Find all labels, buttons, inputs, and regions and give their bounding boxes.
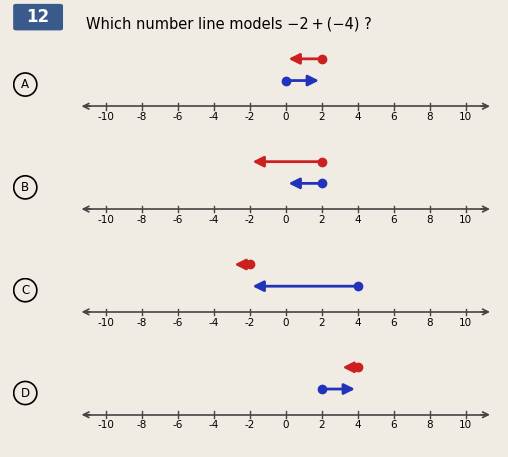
Text: 2: 2	[319, 112, 325, 122]
Text: Which number line models −2 + (−4) ?: Which number line models −2 + (−4) ?	[86, 17, 372, 32]
Text: A: A	[21, 78, 29, 91]
Text: 8: 8	[426, 215, 433, 225]
Text: -2: -2	[244, 112, 255, 122]
Text: 6: 6	[391, 318, 397, 328]
Text: 8: 8	[426, 112, 433, 122]
Text: 12: 12	[26, 8, 50, 26]
Text: 0: 0	[282, 318, 289, 328]
Text: -6: -6	[173, 318, 183, 328]
Text: -4: -4	[209, 318, 219, 328]
Text: 2: 2	[319, 318, 325, 328]
Text: 4: 4	[355, 318, 361, 328]
Text: -6: -6	[173, 112, 183, 122]
Text: -8: -8	[137, 420, 147, 430]
Text: C: C	[21, 284, 29, 297]
Text: -4: -4	[209, 420, 219, 430]
Text: B: B	[21, 181, 29, 194]
Text: -6: -6	[173, 215, 183, 225]
Text: -10: -10	[98, 318, 114, 328]
Text: 2: 2	[319, 215, 325, 225]
Text: 0: 0	[282, 112, 289, 122]
Text: 10: 10	[459, 318, 472, 328]
Text: 4: 4	[355, 420, 361, 430]
Text: 2: 2	[319, 420, 325, 430]
Text: -8: -8	[137, 215, 147, 225]
Text: -2: -2	[244, 215, 255, 225]
Text: 10: 10	[459, 420, 472, 430]
Text: 0: 0	[282, 215, 289, 225]
Text: -10: -10	[98, 420, 114, 430]
Text: -6: -6	[173, 420, 183, 430]
Text: -4: -4	[209, 215, 219, 225]
Text: 6: 6	[391, 420, 397, 430]
Text: -10: -10	[98, 215, 114, 225]
Text: -10: -10	[98, 112, 114, 122]
Text: 10: 10	[459, 112, 472, 122]
Text: -2: -2	[244, 318, 255, 328]
Text: 6: 6	[391, 112, 397, 122]
Text: -4: -4	[209, 112, 219, 122]
Text: 0: 0	[282, 420, 289, 430]
Text: -2: -2	[244, 420, 255, 430]
Text: -8: -8	[137, 318, 147, 328]
FancyBboxPatch shape	[14, 5, 62, 30]
Text: 6: 6	[391, 215, 397, 225]
Text: 10: 10	[459, 215, 472, 225]
Text: 4: 4	[355, 215, 361, 225]
Text: 8: 8	[426, 318, 433, 328]
Text: -8: -8	[137, 112, 147, 122]
Text: 8: 8	[426, 420, 433, 430]
Text: 4: 4	[355, 112, 361, 122]
Text: D: D	[21, 387, 30, 399]
